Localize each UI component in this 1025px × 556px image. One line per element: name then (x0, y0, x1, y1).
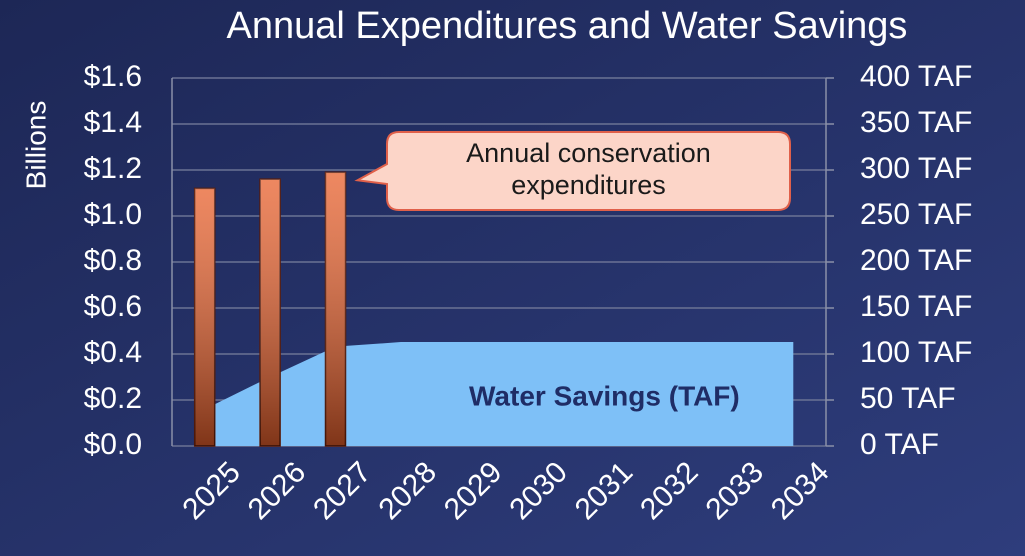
y-tick-label: $1.2 (84, 152, 142, 185)
y-tick-label: $1.6 (84, 60, 142, 93)
callout: Annual conservation expenditures (466, 138, 711, 200)
y-tick-label: $1.4 (84, 106, 142, 139)
y-tick-label: $0.4 (84, 336, 142, 369)
y-tick-label: $1.0 (84, 198, 142, 231)
y2-tick-label: 150 TAF (860, 290, 972, 323)
bar-shade (194, 188, 215, 446)
y2-tick-label: 50 TAF (860, 382, 956, 415)
y2-tick-label: 100 TAF (860, 336, 972, 369)
y2-tick-label: 300 TAF (860, 152, 972, 185)
bar-shade (260, 179, 281, 446)
y2-tick-label: 350 TAF (860, 106, 972, 139)
bar-shade (325, 172, 346, 447)
y2-tick-label: 0 TAF (860, 428, 939, 461)
y2-tick-label: 400 TAF (860, 60, 972, 93)
y2-tick-label: 200 TAF (860, 244, 972, 277)
y2-tick-label: 250 TAF (860, 198, 972, 231)
y-tick-label: $0.8 (84, 244, 142, 277)
y-tick-label: $0.0 (84, 428, 142, 461)
area-label: Water Savings (TAF) (469, 380, 740, 411)
callout-box (354, 131, 791, 211)
callout-text: Annual conservation expenditures (466, 138, 711, 200)
chart-title: Annual Expenditures and Water Savings (227, 5, 908, 47)
y-tick-label: $0.6 (84, 290, 142, 323)
y-axis-label: Billions (20, 101, 51, 190)
area (204, 342, 794, 446)
y-tick-label: $0.2 (84, 382, 142, 415)
